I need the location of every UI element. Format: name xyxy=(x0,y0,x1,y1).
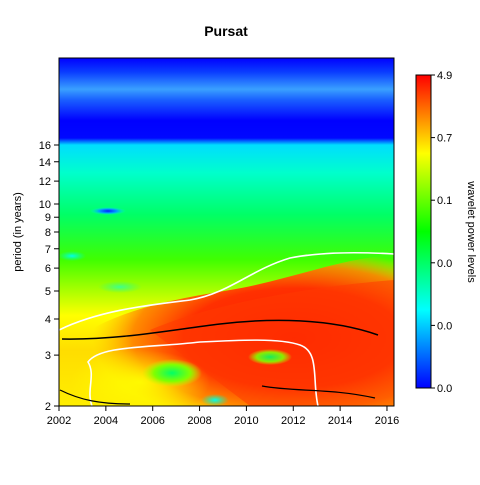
x-axis: 2002 2004 2006 2008 2010 2012 2014 2016 xyxy=(47,406,399,427)
x-tick-label: 2008 xyxy=(187,415,211,427)
significance-contour-upper xyxy=(59,252,394,331)
wavelet-heatmap xyxy=(59,58,394,406)
x-tick-label: 2006 xyxy=(140,415,164,427)
cyan-spot-left xyxy=(59,251,86,261)
power-ridge-line xyxy=(61,319,379,340)
y-tick-label: 16 xyxy=(39,140,51,152)
blue-spot xyxy=(90,207,126,215)
y-tick-label: 14 xyxy=(39,157,51,169)
green-spot-right xyxy=(248,349,292,365)
y-tick-label: 2 xyxy=(45,401,51,413)
y-tick-label: 10 xyxy=(39,199,51,211)
colorbar-label: wavelet power levels xyxy=(465,180,477,283)
y-tick-label: 4 xyxy=(45,314,51,326)
chart-title: Pursat xyxy=(204,23,248,39)
y-tick-label: 8 xyxy=(45,227,51,239)
colorbar-tick-label: 0.0 xyxy=(437,383,452,395)
colorbar xyxy=(415,74,432,389)
high-power-core xyxy=(150,280,394,406)
x-tick-label: 2002 xyxy=(47,415,71,427)
ridge-line-lower-left xyxy=(59,389,131,405)
ridge-line-lower-right xyxy=(261,385,376,399)
y-tick-label: 9 xyxy=(45,212,51,224)
colorbar-ticks: 0.0 0.0 0.0 0.1 0.7 4.9 xyxy=(431,70,452,395)
y-tick-label: 7 xyxy=(45,244,51,256)
x-tick-label: 2010 xyxy=(234,415,258,427)
x-tick-label: 2004 xyxy=(94,415,118,427)
y-tick-label: 12 xyxy=(39,176,51,188)
colorbar-tick-label: 0.7 xyxy=(437,133,452,145)
colorbar-tick-label: 0.1 xyxy=(437,195,452,207)
x-tick-label: 2014 xyxy=(328,415,352,427)
x-tick-label: 2016 xyxy=(375,415,399,427)
cyan-spot-mid xyxy=(98,281,142,293)
colorbar-tick-label: 4.9 xyxy=(437,70,452,82)
x-tick-label: 2012 xyxy=(281,415,305,427)
y-tick-label: 6 xyxy=(45,263,51,275)
colorbar-tick-label: 0.0 xyxy=(437,320,452,332)
y-axis-label: period (in years) xyxy=(12,192,24,271)
y-tick-label: 5 xyxy=(45,286,51,298)
y-tick-label: 3 xyxy=(45,350,51,362)
cyan-spot-bottom xyxy=(201,394,229,406)
colorbar-tick-label: 0.0 xyxy=(437,258,452,270)
significance-contour-inner xyxy=(87,339,319,406)
y-axis: 2 3 4 5 6 7 8 910 12 14 16 xyxy=(39,140,59,413)
green-spot-left xyxy=(142,359,202,387)
